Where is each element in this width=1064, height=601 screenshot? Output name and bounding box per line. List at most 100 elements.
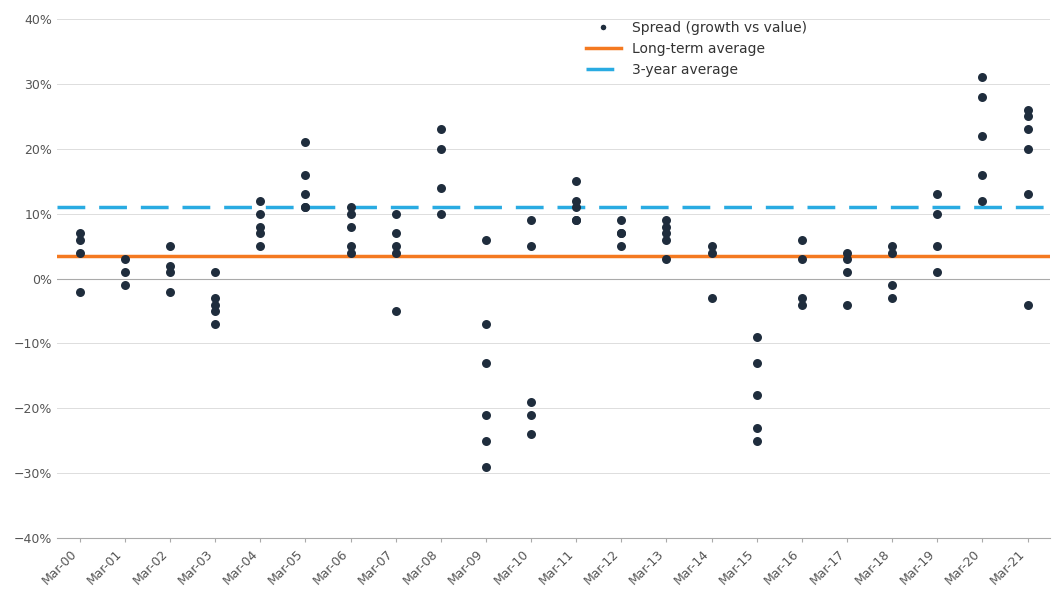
Point: [838, 300, 855, 310]
Point: [162, 267, 179, 277]
Point: [478, 410, 495, 419]
Point: [71, 287, 88, 296]
Point: [206, 267, 223, 277]
Point: [748, 332, 765, 342]
Point: [252, 209, 269, 218]
Point: [929, 209, 946, 218]
Point: [116, 267, 133, 277]
Point: [794, 254, 811, 264]
Point: [568, 176, 585, 186]
Point: [206, 293, 223, 303]
Point: [794, 300, 811, 310]
Point: [658, 228, 675, 238]
Point: [522, 430, 539, 439]
Point: [342, 248, 359, 257]
Point: [71, 228, 88, 238]
Point: [1019, 300, 1036, 310]
Point: [342, 209, 359, 218]
Point: [522, 241, 539, 251]
Point: [71, 235, 88, 245]
Point: [478, 436, 495, 446]
Point: [1019, 124, 1036, 134]
Point: [297, 203, 314, 212]
Point: [432, 144, 449, 153]
Point: [838, 248, 855, 257]
Point: [1019, 144, 1036, 153]
Point: [974, 131, 991, 141]
Point: [387, 248, 404, 257]
Point: [929, 189, 946, 199]
Point: [703, 241, 720, 251]
Point: [613, 228, 630, 238]
Point: [703, 248, 720, 257]
Point: [478, 319, 495, 329]
Point: [478, 235, 495, 245]
Point: [252, 222, 269, 231]
Point: [794, 293, 811, 303]
Point: [522, 397, 539, 407]
Point: [297, 138, 314, 147]
Point: [478, 462, 495, 472]
Point: [522, 410, 539, 419]
Point: [206, 319, 223, 329]
Point: [297, 203, 314, 212]
Point: [748, 436, 765, 446]
Point: [432, 183, 449, 192]
Point: [974, 92, 991, 102]
Point: [387, 241, 404, 251]
Point: [838, 267, 855, 277]
Point: [568, 215, 585, 225]
Point: [206, 306, 223, 316]
Point: [162, 241, 179, 251]
Point: [974, 73, 991, 82]
Point: [297, 170, 314, 180]
Legend: Spread (growth vs value), Long-term average, 3-year average: Spread (growth vs value), Long-term aver…: [581, 16, 813, 82]
Point: [883, 293, 900, 303]
Point: [883, 248, 900, 257]
Point: [1019, 105, 1036, 115]
Point: [613, 228, 630, 238]
Point: [929, 241, 946, 251]
Point: [703, 293, 720, 303]
Point: [162, 287, 179, 296]
Point: [116, 280, 133, 290]
Point: [658, 254, 675, 264]
Point: [342, 203, 359, 212]
Point: [252, 196, 269, 206]
Point: [432, 124, 449, 134]
Point: [568, 196, 585, 206]
Point: [71, 248, 88, 257]
Point: [929, 267, 946, 277]
Point: [1019, 189, 1036, 199]
Point: [974, 170, 991, 180]
Point: [116, 254, 133, 264]
Point: [658, 215, 675, 225]
Point: [162, 261, 179, 270]
Point: [794, 235, 811, 245]
Point: [522, 215, 539, 225]
Point: [883, 241, 900, 251]
Point: [252, 228, 269, 238]
Point: [613, 241, 630, 251]
Point: [342, 222, 359, 231]
Point: [342, 241, 359, 251]
Point: [838, 254, 855, 264]
Point: [748, 423, 765, 433]
Point: [252, 241, 269, 251]
Point: [568, 215, 585, 225]
Point: [883, 280, 900, 290]
Point: [613, 215, 630, 225]
Point: [387, 306, 404, 316]
Point: [206, 300, 223, 310]
Point: [1019, 111, 1036, 121]
Point: [432, 209, 449, 218]
Point: [658, 235, 675, 245]
Point: [748, 391, 765, 400]
Point: [974, 196, 991, 206]
Point: [387, 228, 404, 238]
Point: [568, 203, 585, 212]
Point: [387, 209, 404, 218]
Point: [478, 358, 495, 368]
Point: [658, 222, 675, 231]
Point: [748, 358, 765, 368]
